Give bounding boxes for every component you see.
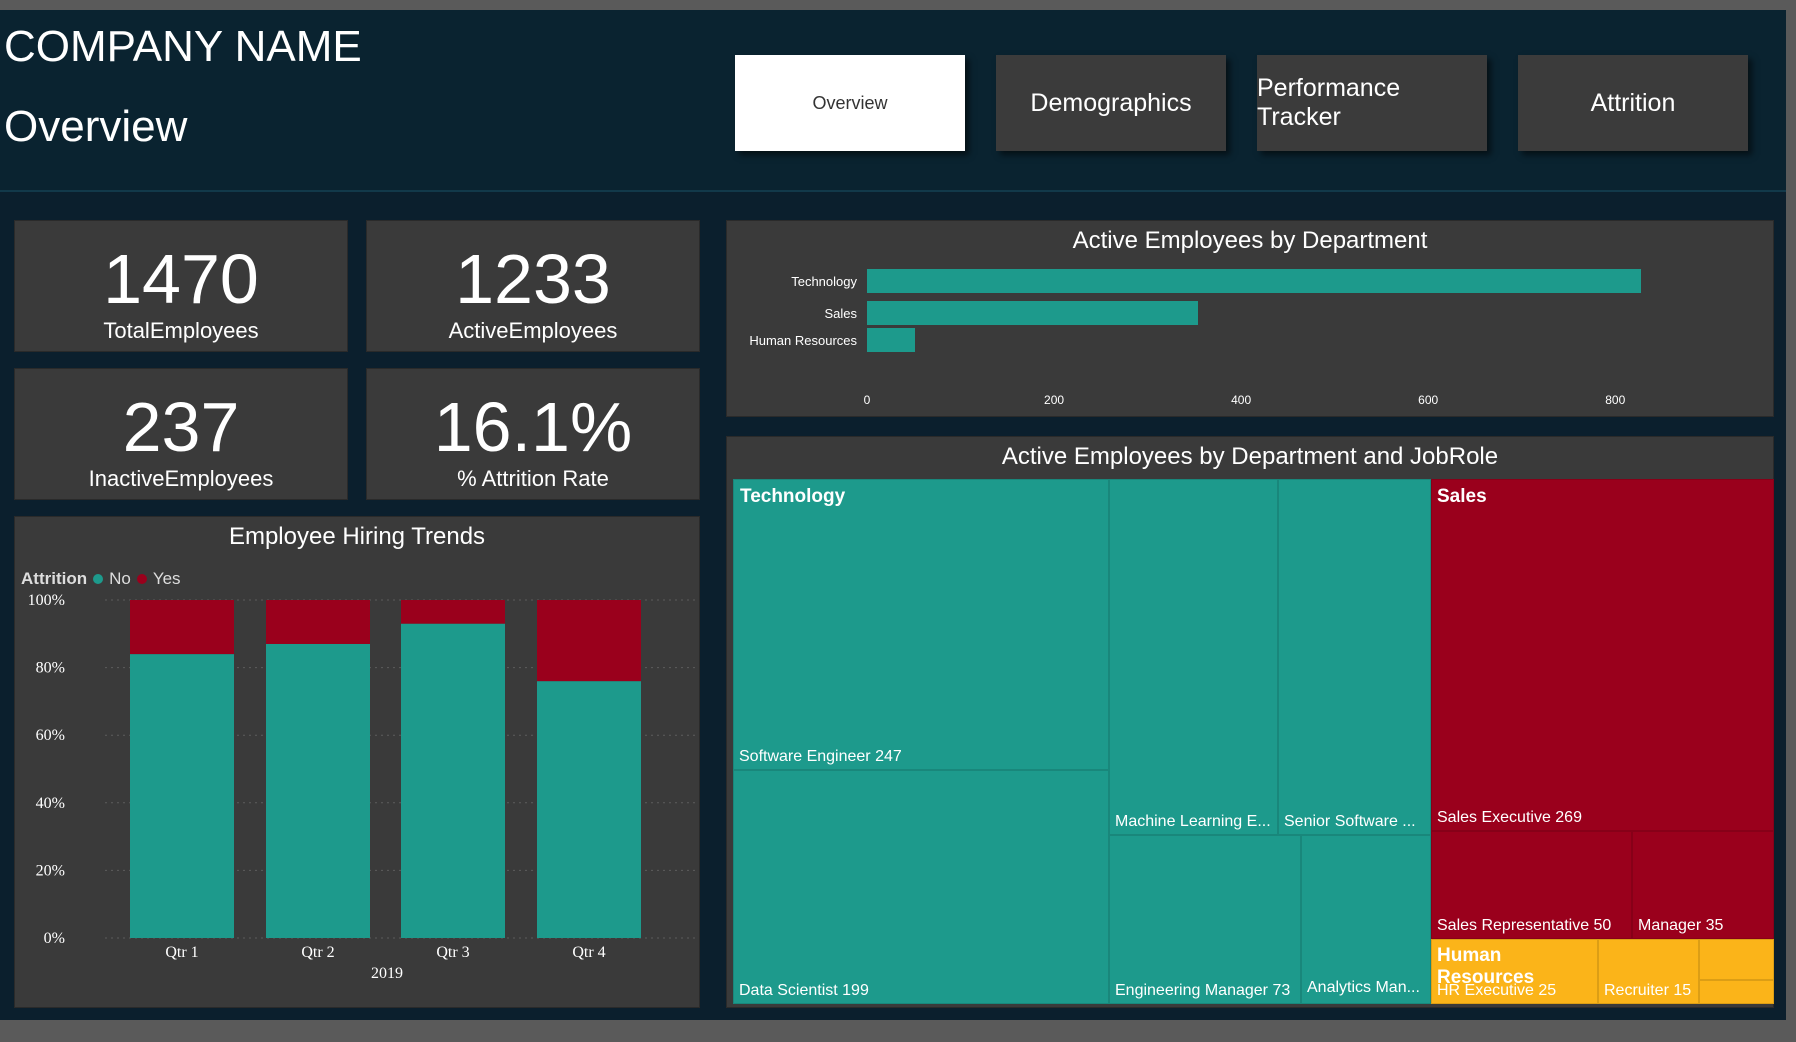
dept-x-tick: 200 [1044, 393, 1065, 407]
chart-title: Active Employees by Department and JobRo… [1001, 443, 1499, 470]
x-tick-label: Qtr 4 [572, 944, 605, 961]
company-name: COMPANY NAME [4, 22, 362, 71]
nav-overview-button[interactable]: Overview [735, 55, 965, 151]
treemap-cell-hr-other-2[interactable] [1699, 980, 1774, 1004]
treemap-role-label: HR Executive 25 [1437, 982, 1557, 999]
report-header: COMPANY NAME Overview Overview Demograph… [0, 10, 1786, 192]
kpi-value: 1233 [455, 240, 611, 318]
treemap-cell-recruiter[interactable]: Recruiter 15 [1598, 939, 1699, 1004]
nav-performance-tracker-button[interactable]: Performance Tracker [1257, 55, 1487, 151]
dept-x-tick: 400 [1231, 393, 1252, 407]
treemap-cell-hr-executive[interactable]: Human Resources HR Executive 25 [1431, 939, 1598, 1004]
treemap-cell-sales-representative[interactable]: Sales Representative 50 [1431, 831, 1632, 939]
dept-bar[interactable] [867, 301, 1199, 325]
treemap-dept-label-human-resources: Human Resources [1437, 945, 1535, 988]
dept-plot-area: Technology Sales Human Resources 0 200 400 600… [727, 221, 1775, 418]
treemap-dept-label-sales: Sales [1437, 486, 1487, 507]
treemap-role-label: Data Scientist 199 [739, 982, 869, 999]
x-tick-label: Qtr 2 [301, 944, 334, 961]
nav-demographics-button[interactable]: Demographics [996, 55, 1226, 151]
bar-segment-no[interactable] [130, 654, 234, 938]
kpi-label: ActiveEmployees [448, 318, 618, 343]
y-tick-label: 100% [28, 592, 65, 609]
y-tick-label: 60% [36, 727, 65, 744]
legend-no-label[interactable]: No [109, 569, 131, 588]
treemap-role-label: Recruiter 15 [1604, 982, 1692, 999]
kpi-label: % Attrition Rate [457, 466, 609, 491]
legend-title: Attrition [21, 569, 88, 588]
bar-segment-yes[interactable] [537, 600, 641, 682]
legend-no-swatch [93, 574, 104, 584]
treemap-cell-data-scientist[interactable]: Data Scientist 199 [733, 770, 1109, 1004]
kpi-value: 16.1% [433, 388, 633, 466]
treemap-cell-manager[interactable]: Manager 35 [1632, 831, 1774, 939]
treemap-role-label: Analytics Man... [1307, 979, 1420, 996]
dept-bar-chart[interactable]: Active Employees by Department Technolog… [726, 220, 1774, 417]
y-tick-label: 20% [36, 862, 65, 879]
chart-title: Active Employees by Department [1072, 227, 1428, 254]
kpi-value: 237 [122, 388, 240, 466]
treemap-cell-engineering-manager[interactable]: Engineering Manager 73 [1109, 835, 1301, 1004]
kpi-label: InactiveEmployees [88, 466, 274, 491]
kpi-attrition-rate[interactable]: 16.1% % Attrition Rate [366, 368, 700, 500]
y-tick-label: 0% [44, 930, 65, 947]
dept-bar[interactable] [867, 269, 1642, 293]
x-tick-label: Qtr 1 [165, 944, 198, 961]
bar-segment-yes[interactable] [401, 600, 505, 624]
dept-bar[interactable] [867, 328, 915, 352]
dept-x-tick: 800 [1605, 393, 1626, 407]
y-tick-label: 80% [36, 660, 65, 677]
window-top-border [0, 0, 1796, 10]
chart-legend: Attrition No Yes [21, 569, 181, 589]
dept-category-label: Technology [791, 274, 857, 289]
dept-category-label: Sales [824, 306, 857, 321]
dept-x-tick: 600 [1418, 393, 1439, 407]
page-title: Overview [4, 102, 188, 151]
hiring-chart-svg: 0% 20% 40% 60% 80% 100% Qtr 1 Qtr 2 Qtr 3 Qtr 4 20… [28, 592, 695, 982]
treemap-role-label: Machine Learning E... [1115, 813, 1271, 830]
window-bottom-border [0, 1020, 1796, 1042]
x-group-label: 2019 [371, 965, 403, 982]
window-right-border [1786, 0, 1796, 1042]
bar-segment-no[interactable] [401, 623, 505, 938]
report-canvas: COMPANY NAME Overview Overview Demograph… [0, 10, 1786, 1020]
y-tick-label: 40% [36, 795, 65, 812]
bar-segment-no[interactable] [537, 681, 641, 938]
dept-category-label: Human Resources [749, 333, 857, 348]
legend-yes-swatch [136, 574, 147, 584]
x-tick-label: Qtr 3 [436, 944, 469, 961]
kpi-label: TotalEmployees [103, 318, 259, 343]
kpi-value: 1470 [103, 240, 259, 318]
treemap-role-label: Manager 35 [1638, 917, 1724, 934]
treemap-role-label: Sales Representative 50 [1437, 917, 1612, 934]
treemap-cell-senior-software[interactable]: Senior Software ... [1278, 479, 1431, 835]
treemap-cell-machine-learning[interactable]: Machine Learning E... [1109, 479, 1278, 835]
treemap-cell-software-engineer[interactable]: Technology Software Engineer 247 [733, 479, 1109, 770]
treemap-role-label: Software Engineer 247 [739, 748, 902, 765]
treemap-dept-label-technology: Technology [740, 486, 846, 507]
bar-segment-yes[interactable] [130, 600, 234, 655]
treemap-cell-sales-executive[interactable]: Sales Sales Executive 269 [1431, 479, 1774, 831]
dept-x-tick: 0 [863, 393, 871, 407]
bar-segment-yes[interactable] [266, 600, 370, 644]
hiring-trends-chart[interactable]: Employee Hiring Trends Attrition No Yes … [14, 516, 700, 1008]
dept-jobrole-treemap[interactable]: Active Employees by Department and JobRo… [726, 436, 1774, 1008]
treemap-role-label: Engineering Manager 73 [1115, 982, 1291, 999]
legend-yes-label[interactable]: Yes [152, 569, 181, 588]
nav-attrition-button[interactable]: Attrition [1518, 55, 1748, 151]
treemap-cell-hr-other[interactable] [1699, 939, 1774, 980]
treemap-role-label: Sales Executive 269 [1437, 809, 1582, 826]
kpi-active-employees[interactable]: 1233 ActiveEmployees [366, 220, 700, 352]
kpi-inactive-employees[interactable]: 237 InactiveEmployees [14, 368, 348, 500]
treemap-role-label: Senior Software ... [1284, 813, 1416, 830]
chart-title: Employee Hiring Trends [228, 523, 486, 550]
bar-segment-no[interactable] [266, 643, 370, 938]
kpi-total-employees[interactable]: 1470 TotalEmployees [14, 220, 348, 352]
treemap-cell-analytics-manager[interactable]: Analytics Man... [1301, 835, 1431, 1004]
